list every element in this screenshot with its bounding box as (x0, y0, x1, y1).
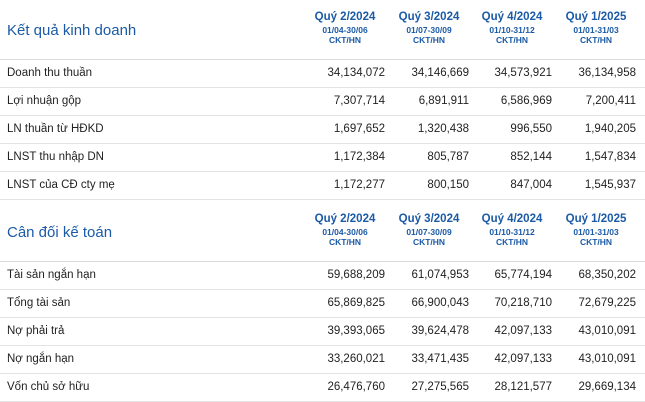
income-period-3[interactable]: Quý 4/2024 01/10-31/12 CKT/HN (472, 10, 552, 46)
period-unit: CKT/HN (579, 35, 613, 45)
balance-period-3[interactable]: Quý 4/2024 01/10-31/12 CKT/HN (472, 212, 552, 248)
row-label[interactable]: Lợi nhuận gộp (7, 95, 82, 107)
row-value: 59,688,209 (327, 269, 385, 281)
row-value: 34,134,072 (327, 67, 385, 79)
period-quarter: Quý 3/2024 (398, 213, 460, 225)
row-value: 43,010,091 (578, 353, 636, 365)
row-value: 43,010,091 (578, 325, 636, 337)
row-value: 61,074,953 (411, 269, 469, 281)
row-label[interactable]: Vốn chủ sở hữu (7, 381, 90, 393)
table-row: Vốn chủ sở hữu 26,476,760 27,275,565 28,… (0, 374, 645, 402)
table-row: LNST của CĐ cty mẹ 1,172,277 800,150 847… (0, 172, 645, 200)
period-quarter: Quý 4/2024 (481, 213, 543, 225)
row-value: 36,134,958 (578, 67, 636, 79)
row-value: 7,307,714 (333, 95, 385, 107)
row-value: 68,350,202 (578, 269, 636, 281)
period-quarter: Quý 3/2024 (398, 11, 460, 23)
period-range: 01/10-31/12 (489, 227, 535, 237)
row-value: 6,891,911 (418, 95, 469, 107)
period-quarter: Quý 4/2024 (481, 11, 543, 23)
row-value: 996,550 (510, 123, 552, 135)
period-unit: CKT/HN (495, 237, 529, 247)
balance-sheet-section: Cân đối kế toán Quý 2/2024 01/04-30/06 C… (0, 202, 645, 402)
period-range: 01/01-31/03 (573, 25, 619, 35)
table-row: Tài sản ngắn hạn 59,688,209 61,074,953 6… (0, 262, 645, 290)
row-value: 28,121,577 (494, 381, 552, 393)
row-value: 42,097,133 (494, 325, 552, 337)
income-period-2[interactable]: Quý 3/2024 01/07-30/09 CKT/HN (389, 10, 469, 46)
balance-header: Cân đối kế toán Quý 2/2024 01/04-30/06 C… (0, 202, 645, 262)
income-statement-section: Kết quả kinh doanh Quý 2/2024 01/04-30/0… (0, 0, 645, 200)
period-quarter: Quý 1/2025 (565, 213, 627, 225)
row-value: 1,547,834 (584, 151, 636, 163)
row-value: 1,697,652 (333, 123, 385, 135)
period-unit: CKT/HN (495, 35, 529, 45)
income-header: Kết quả kinh doanh Quý 2/2024 01/04-30/0… (0, 0, 645, 60)
period-range: 01/07-30/09 (406, 227, 452, 237)
row-value: 847,004 (510, 179, 552, 191)
table-row: Nợ ngắn hạn 33,260,021 33,471,435 42,097… (0, 346, 645, 374)
row-value: 852,144 (510, 151, 552, 163)
table-row: LNST thu nhập DN 1,172,384 805,787 852,1… (0, 144, 645, 172)
row-value: 27,275,565 (411, 381, 469, 393)
table-row: Doanh thu thuần 34,134,072 34,146,669 34… (0, 60, 645, 88)
period-range: 01/04-30/06 (322, 227, 368, 237)
row-value: 34,573,921 (494, 67, 552, 79)
balance-title[interactable]: Cân đối kế toán (7, 224, 113, 241)
row-label[interactable]: Doanh thu thuần (7, 67, 93, 79)
row-value: 39,393,065 (327, 325, 385, 337)
period-unit: CKT/HN (328, 35, 362, 45)
period-quarter: Quý 2/2024 (314, 11, 376, 23)
row-label[interactable]: Tổng tài sản (7, 297, 71, 309)
period-range: 01/10-31/12 (489, 25, 535, 35)
row-label[interactable]: LNST của CĐ cty mẹ (7, 179, 115, 191)
row-value: 1,172,277 (333, 179, 385, 191)
row-value: 1,545,937 (584, 179, 636, 191)
row-value: 7,200,411 (585, 95, 636, 107)
row-label[interactable]: Nợ phải trả (7, 325, 65, 337)
row-value: 1,320,438 (417, 123, 469, 135)
period-quarter: Quý 1/2025 (565, 11, 627, 23)
period-unit: CKT/HN (412, 35, 446, 45)
row-label[interactable]: LN thuần từ HĐKD (7, 123, 104, 135)
row-value: 33,471,435 (411, 353, 469, 365)
row-value: 65,869,825 (327, 297, 385, 309)
row-value: 800,150 (427, 179, 469, 191)
row-value: 1,172,384 (333, 151, 385, 163)
table-row: Tổng tài sản 65,869,825 66,900,043 70,21… (0, 290, 645, 318)
row-value: 805,787 (427, 151, 469, 163)
row-value: 65,774,194 (494, 269, 552, 281)
row-value: 66,900,043 (411, 297, 469, 309)
balance-period-1[interactable]: Quý 2/2024 01/04-30/06 CKT/HN (305, 212, 385, 248)
row-value: 33,260,021 (327, 353, 385, 365)
row-value: 39,624,478 (411, 325, 469, 337)
period-unit: CKT/HN (579, 237, 613, 247)
row-label[interactable]: LNST thu nhập DN (7, 151, 104, 163)
balance-period-2[interactable]: Quý 3/2024 01/07-30/09 CKT/HN (389, 212, 469, 248)
row-value: 6,586,969 (500, 95, 552, 107)
period-unit: CKT/HN (412, 237, 446, 247)
row-value: 29,669,134 (578, 381, 636, 393)
period-range: 01/04-30/06 (322, 25, 368, 35)
table-row: Nợ phải trả 39,393,065 39,624,478 42,097… (0, 318, 645, 346)
income-period-1[interactable]: Quý 2/2024 01/04-30/06 CKT/HN (305, 10, 385, 46)
period-quarter: Quý 2/2024 (314, 213, 376, 225)
row-value: 70,218,710 (494, 297, 552, 309)
row-label[interactable]: Tài sản ngắn hạn (7, 269, 96, 281)
table-row: Lợi nhuận gộp 7,307,714 6,891,911 6,586,… (0, 88, 645, 116)
row-value: 26,476,760 (327, 381, 385, 393)
row-value: 72,679,225 (578, 297, 636, 309)
row-value: 1,940,205 (584, 123, 636, 135)
balance-period-4[interactable]: Quý 1/2025 01/01-31/03 CKT/HN (556, 212, 636, 248)
period-unit: CKT/HN (328, 237, 362, 247)
table-row: LN thuần từ HĐKD 1,697,652 1,320,438 996… (0, 116, 645, 144)
row-value: 34,146,669 (411, 67, 469, 79)
row-value: 42,097,133 (494, 353, 552, 365)
row-label[interactable]: Nợ ngắn hạn (7, 353, 75, 365)
income-period-4[interactable]: Quý 1/2025 01/01-31/03 CKT/HN (556, 10, 636, 46)
period-range: 01/07-30/09 (406, 25, 452, 35)
period-range: 01/01-31/03 (573, 227, 619, 237)
income-title[interactable]: Kết quả kinh doanh (7, 22, 137, 39)
